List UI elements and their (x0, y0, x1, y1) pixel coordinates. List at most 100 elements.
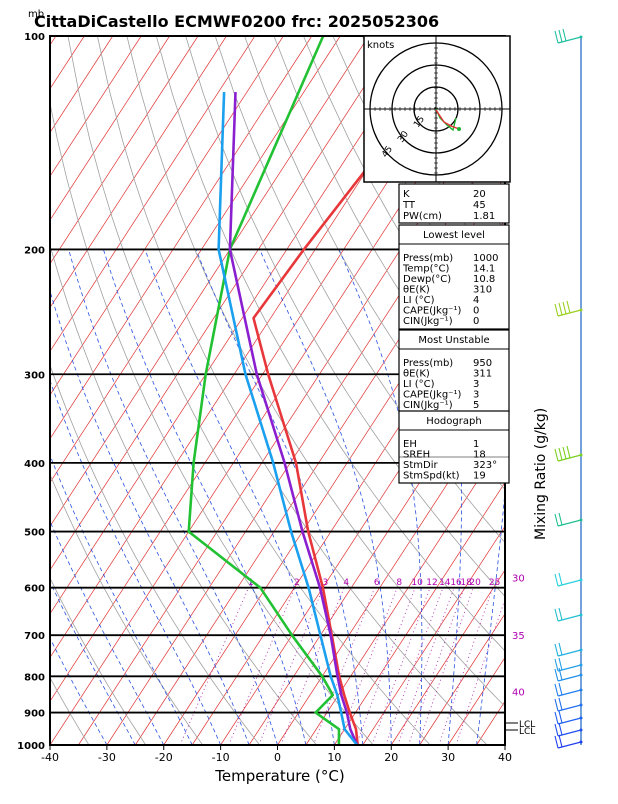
most_unstable-row-value: 5 (473, 400, 479, 411)
dry-adiabat (539, 36, 618, 745)
most_unstable-row-value: 950 (473, 358, 492, 369)
lowest_level-header: Lowest level (423, 230, 485, 241)
pressure-tick-label: 200 (24, 245, 45, 256)
x-tick-label: 20 (384, 751, 398, 764)
moist-adiabat (103, 249, 306, 745)
isotherm-line (0, 36, 426, 745)
isotherm-line (0, 36, 340, 745)
lcl-label: LCL (519, 727, 535, 737)
wind-barb-dot (580, 717, 583, 720)
lowest_level-row-label: Dewp(°C) (403, 274, 451, 285)
most_unstable-row-value: 3 (473, 379, 479, 390)
wind-barb-flag (559, 643, 562, 655)
x-tick-label: -20 (155, 751, 173, 764)
theta-e-label: 35 (512, 631, 525, 642)
lowest_level-row-value: 14.1 (473, 264, 495, 275)
wind-barb-flag (563, 447, 566, 459)
wind-barb-flag (555, 609, 558, 621)
moist-adiabat (12, 249, 220, 745)
chart-title: CittaDiCastello ECMWF0200 frc: 202505230… (34, 12, 439, 31)
most_unstable-row-value: 3 (473, 390, 479, 401)
wind-barb-dot (580, 309, 583, 312)
pressure-tick-label: 500 (24, 528, 45, 539)
lowest_level-row-label: Temp(°C) (402, 264, 450, 275)
pressure-tick-label: 300 (24, 370, 45, 381)
wind-barb-flag (555, 684, 558, 696)
mixing-ratio-label: 10 (411, 578, 423, 588)
theta-e-label: 40 (512, 687, 525, 698)
pressure-tick-label: 600 (24, 584, 45, 595)
wind-barb-flag (555, 514, 558, 526)
dry-adiabat (568, 36, 618, 745)
pressure-tick-label: 900 (24, 709, 45, 720)
wind-barb-flag (559, 30, 562, 42)
wind-barb-flag (555, 449, 558, 461)
wind-barb-flag (567, 301, 570, 313)
dry-adiabat (39, 36, 374, 745)
wind-barb-flag (555, 724, 558, 736)
dry-adiabat (510, 36, 618, 745)
isotherm-line (0, 36, 141, 745)
index-value: 20 (473, 189, 486, 200)
mixing-ratio-label: 12 (426, 578, 437, 588)
wind-barb-flag (555, 644, 558, 656)
lowest_level-row-label: CIN(Jkg⁻¹) (403, 316, 453, 327)
hodograph_box-row-value: 18 (473, 450, 486, 461)
lowest_level-row-label: CAPE(Jkg⁻¹) (403, 306, 461, 317)
pressure-tick-label: 800 (24, 672, 45, 683)
lowest_level-row-label: Press(mb) (403, 253, 453, 264)
x-tick-label: 10 (327, 751, 341, 764)
theta-e-label: 30 (512, 573, 525, 584)
mixing-ratio-label: 8 (396, 578, 402, 588)
wind-barb-dot (580, 36, 583, 39)
mixing-ratio-line (229, 588, 295, 745)
hodograph_box-row-value: 19 (473, 471, 486, 482)
index-label: K (403, 189, 410, 200)
wind-barb-flag (555, 736, 558, 748)
x-axis-label: Temperature (°C) (214, 767, 344, 785)
wind-barb-flag (559, 448, 562, 460)
mixing-ratio-label: 2 (294, 578, 300, 588)
hodograph-units-label: knots (367, 40, 394, 51)
moist-adiabat (0, 249, 107, 745)
lowest_level-row-label: θE(K) (403, 285, 430, 296)
lowest_level-row-value: 0 (473, 316, 479, 327)
mixing-ratio-line (439, 588, 493, 745)
wind-barb-flag (555, 712, 558, 724)
most_unstable-header: Most Unstable (418, 335, 489, 346)
hodograph_box-row-label: StmSpd(kt) (403, 471, 460, 482)
mixing-ratio-label: 14 (439, 578, 451, 588)
x-tick-label: -10 (212, 751, 230, 764)
dry-adiabat (0, 36, 146, 745)
lowest_level-row-value: 310 (473, 285, 492, 296)
wind-barb-flag (555, 31, 558, 43)
most_unstable-row-label: CIN(Jkg⁻¹) (403, 400, 453, 411)
mixing-ratio-line (180, 588, 249, 745)
wind-barb-dot (580, 741, 583, 744)
wind-barb-flag (563, 302, 566, 314)
wind-barb-flag (559, 513, 562, 525)
mixing-ratio-axis-label: Mixing Ratio (g/kg) (533, 408, 549, 540)
wind-barb-dot (580, 674, 583, 677)
lowest_level-row-value: 4 (473, 295, 479, 306)
pressure-tick-label: 400 (24, 459, 45, 470)
hodograph_box-row-label: SREH (403, 450, 430, 461)
wind-barb-flag (555, 699, 558, 711)
most_unstable-row-label: LI (°C) (403, 379, 435, 390)
most_unstable-row-label: CAPE(Jkg⁻¹) (403, 390, 461, 401)
isotherm-line (0, 36, 113, 745)
wind-barb-flag (559, 723, 562, 735)
mixing-ratio-line (408, 588, 464, 745)
wind-barb-dot (580, 614, 583, 617)
wind-barb-flag (559, 573, 562, 585)
storm-motion-marker (457, 127, 461, 131)
wind-barb-flag (559, 303, 562, 315)
mixing-ratio-label: 20 (469, 578, 481, 588)
pressure-tick-label: 100 (24, 32, 45, 43)
wind-barb-flag (559, 698, 562, 710)
x-tick-label: 0 (274, 751, 281, 764)
pressure-tick-label: 700 (24, 631, 45, 642)
most_unstable-row-label: θE(K) (403, 369, 430, 380)
index-label: PW(cm) (403, 211, 442, 222)
